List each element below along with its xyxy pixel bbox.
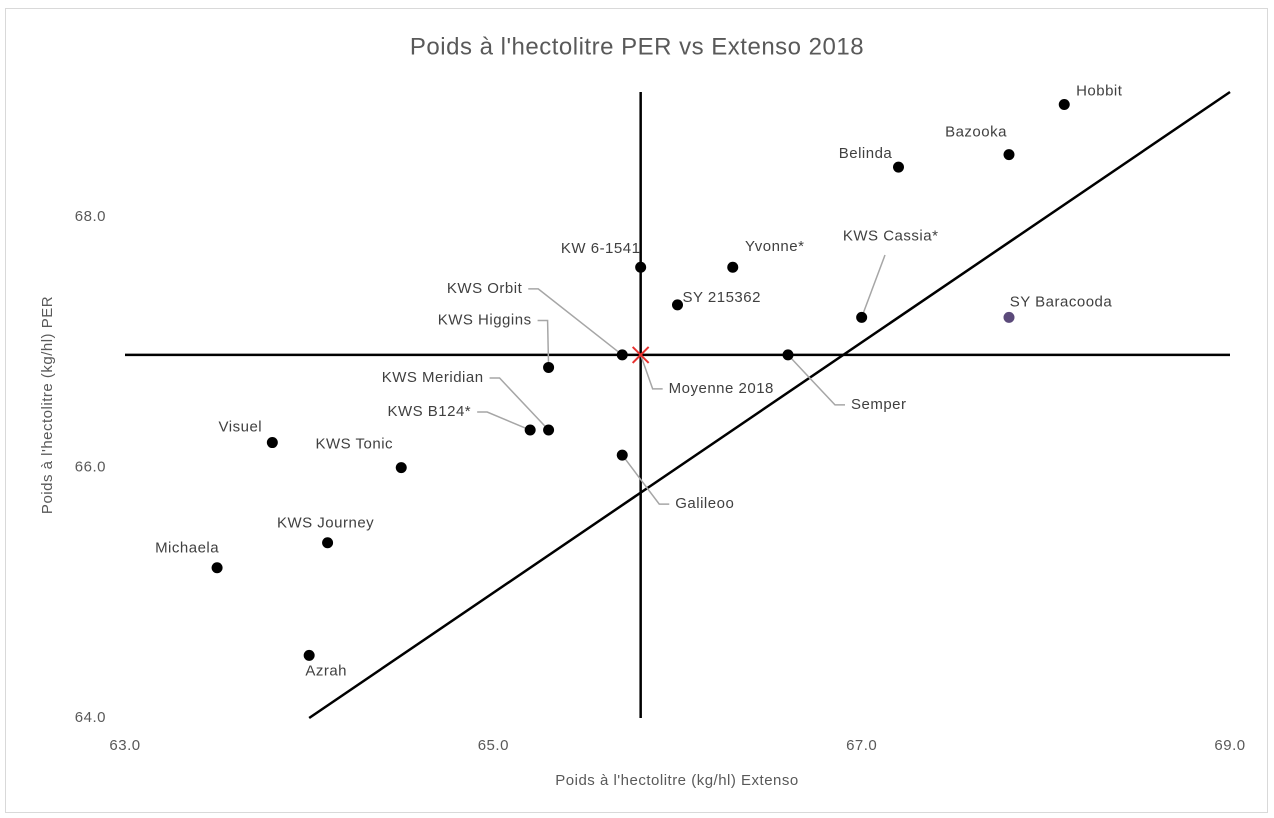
chart-title: Poids à l'hectolitre PER vs Extenso 2018 (410, 33, 864, 60)
y-tick-label: 66.0 (75, 459, 106, 476)
point-label: KWS Journey (277, 515, 374, 532)
point-label: Azrah (305, 662, 347, 679)
x-tick-label: 63.0 (109, 737, 140, 754)
x-tick-label: 67.0 (846, 737, 877, 754)
point (1003, 311, 1015, 323)
x-axis-title: Poids à l'hectolitre (kg/hl) Extenso (555, 772, 798, 789)
point-stroke (631, 346, 650, 364)
point-label: KW 6-1541 (561, 240, 641, 257)
point (303, 649, 315, 661)
point (266, 437, 278, 449)
point-label: Michaela (155, 540, 219, 557)
point-label: KWS Cassia* (843, 227, 939, 244)
x-tick-label: 69.0 (1214, 737, 1245, 754)
point (782, 349, 794, 361)
point (524, 424, 536, 436)
point (893, 161, 904, 173)
point (1058, 99, 1070, 111)
point-label: SY Baracooda (1010, 293, 1113, 310)
point-label: Semper (851, 396, 907, 413)
point (727, 261, 739, 273)
point (856, 311, 868, 323)
point (543, 424, 555, 436)
diagonal-line (308, 90, 1231, 720)
point (211, 562, 223, 574)
y-tick-label: 68.0 (75, 208, 106, 225)
leader-line (537, 319, 550, 368)
point (635, 261, 647, 273)
point-label: Belinda (839, 145, 893, 162)
leader-line (639, 354, 663, 390)
leader-line (489, 377, 550, 431)
point (672, 299, 683, 311)
leader-line (477, 411, 531, 431)
leader-line (528, 288, 623, 356)
point-label: Hobbit (1076, 82, 1123, 99)
leader-line (621, 454, 670, 505)
point (616, 449, 628, 461)
point-label: KWS B124* (387, 403, 471, 420)
point (631, 346, 650, 364)
point-label: KWS Tonic (315, 436, 393, 453)
leader-line (860, 254, 886, 318)
point-label: Moyenne 2018 (669, 380, 774, 397)
point-label: SY 215362 (683, 289, 761, 306)
point-label: Galileoo (675, 495, 734, 512)
point (322, 537, 334, 549)
y-axis-title: Poids à l'hectolitre (kg/hl) PER (39, 296, 56, 514)
point-label: KWS Orbit (447, 280, 523, 297)
point-label: KWS Meridian (382, 369, 484, 386)
point (543, 361, 555, 373)
point (616, 349, 628, 361)
point-label: Bazooka (945, 124, 1007, 141)
y-tick-label: 64.0 (75, 709, 106, 726)
point (395, 462, 407, 474)
chart-frame (5, 8, 1268, 813)
point-label: Visuel (219, 419, 263, 436)
point-label: Yvonne* (745, 238, 804, 255)
point (1003, 149, 1015, 161)
point-label: KWS Higgins (438, 311, 532, 328)
x-tick-label: 65.0 (478, 737, 509, 754)
leader-line (787, 354, 845, 406)
